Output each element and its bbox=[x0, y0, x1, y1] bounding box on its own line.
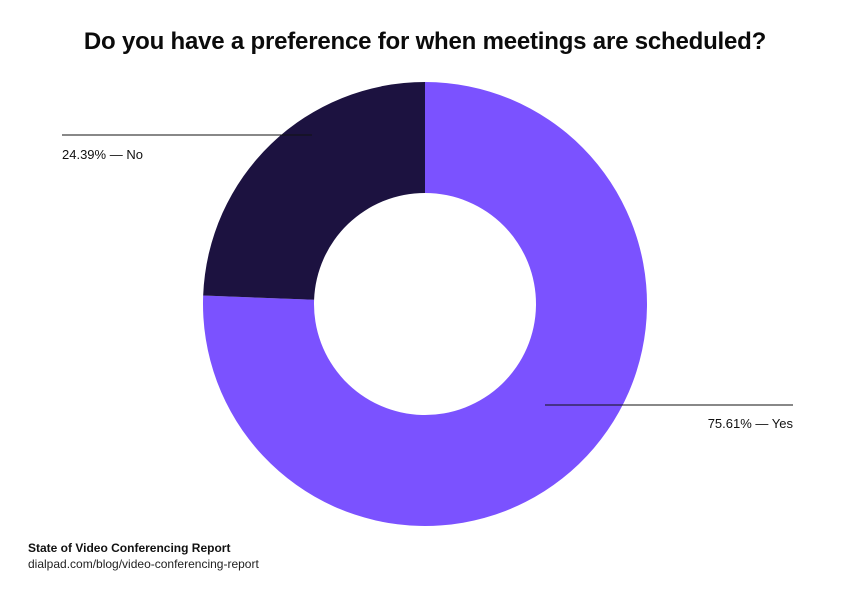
donut-slices bbox=[203, 82, 647, 526]
leader-lines bbox=[62, 134, 793, 406]
slice-labels: 75.61% — Yes 24.39% — No bbox=[62, 147, 793, 431]
slice-label-yes: 75.61% — Yes bbox=[708, 416, 794, 431]
slice-yes bbox=[203, 82, 647, 526]
slice-no bbox=[203, 82, 425, 300]
chart-title: Do you have a preference for when meetin… bbox=[83, 28, 767, 55]
source-note: State of Video Conferencing Report dialp… bbox=[28, 540, 259, 572]
slice-label-no: 24.39% — No bbox=[62, 147, 143, 162]
source-url: dialpad.com/blog/video-conferencing-repo… bbox=[28, 557, 259, 571]
source-title: State of Video Conferencing Report bbox=[28, 541, 231, 555]
